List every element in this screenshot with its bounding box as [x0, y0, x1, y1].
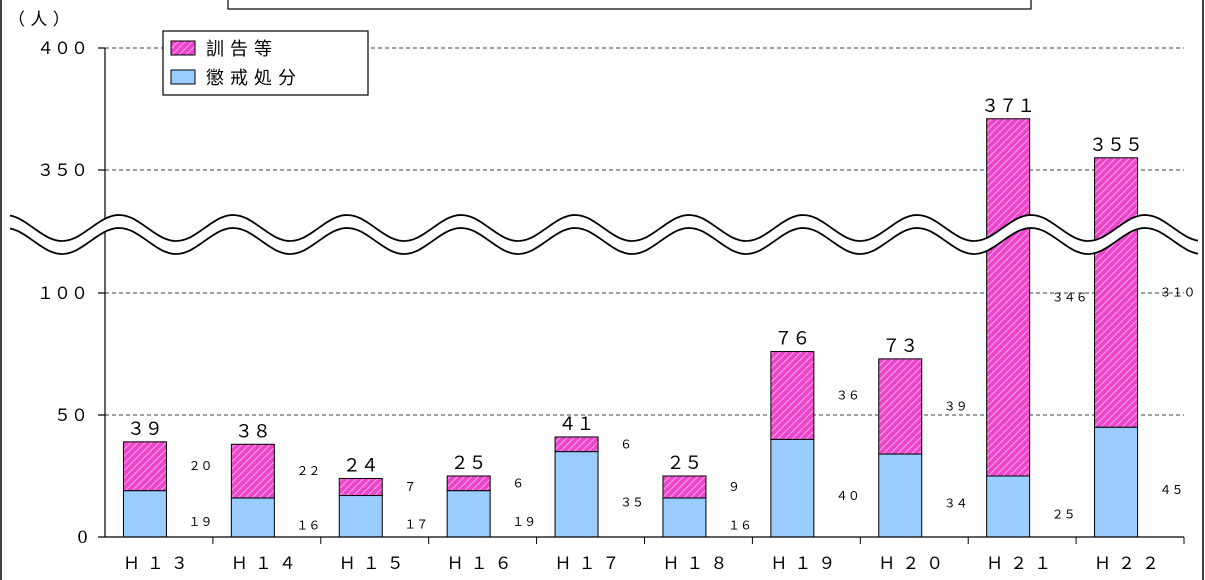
x-tick-label: Ｈ１８ — [662, 554, 734, 574]
upper-segment-label: ３４６ — [1052, 290, 1088, 304]
bar-total-label: ３７１ — [981, 96, 1035, 117]
bar-total-label: ２５ — [666, 453, 702, 474]
upper-segment-label: ３６ — [836, 388, 860, 402]
bar-segment-choukai — [1094, 426, 1139, 538]
bar-segment-kunkoku — [446, 475, 491, 492]
legend-label-choukai: 懲戒処分 — [206, 68, 302, 89]
axis-break-line-top — [9, 214, 1199, 242]
x-tick-label: Ｈ１４ — [231, 554, 303, 574]
bar-segment-choukai — [122, 490, 167, 538]
bar-segment-choukai — [554, 451, 599, 538]
legend: 訓告等 懲戒処分 — [162, 30, 369, 96]
bar-segment-choukai — [338, 495, 383, 538]
bar-segment-choukai — [878, 453, 923, 538]
upper-segment-label: ３１０ — [1160, 286, 1196, 300]
x-tick-label: Ｈ２２ — [1094, 554, 1166, 574]
bar-segment-choukai — [986, 475, 1031, 538]
axis-break-line-bottom — [9, 227, 1199, 255]
bar-segment-kunkoku — [878, 358, 923, 455]
lower-segment-label: １９ — [188, 515, 212, 529]
lower-segment-label: ２５ — [1052, 508, 1076, 522]
lower-segment-label: ４５ — [1160, 483, 1184, 497]
bar-segment-kunkoku — [338, 477, 383, 497]
upper-segment-label: ６ — [512, 476, 524, 490]
lower-segment-label: １９ — [512, 515, 536, 529]
lower-segment-label: ３５ — [620, 495, 644, 509]
y-unit-label: （ 人 ） — [8, 10, 70, 30]
bar-segment-choukai — [230, 497, 275, 538]
bar-total-label: ４１ — [559, 414, 595, 435]
upper-segment-label: ２０ — [188, 459, 212, 473]
bar-segment-kunkoku — [230, 443, 275, 499]
upper-segment-label: ３９ — [944, 399, 968, 413]
bar-segment-kunkoku — [986, 118, 1031, 477]
x-tick-label: Ｈ１６ — [447, 554, 519, 574]
upper-segment-label: ６ — [620, 437, 632, 451]
x-axis-ticks: Ｈ１３ Ｈ１４ Ｈ１５ Ｈ１６ Ｈ１７ Ｈ１８ Ｈ１９ Ｈ２０ Ｈ２１ Ｈ２２ — [123, 537, 1185, 574]
bar-total-label: ７６ — [774, 329, 810, 350]
bar-segment-kunkoku — [1094, 157, 1139, 428]
x-tick-label: Ｈ１５ — [339, 554, 411, 574]
y-tick-label: ３５０ — [37, 161, 88, 181]
bar-segment-kunkoku — [554, 436, 599, 453]
bar-total-label: ７３ — [882, 336, 918, 357]
lower-segment-label: １６ — [728, 518, 752, 532]
y-tick-label: ５０ — [54, 406, 88, 426]
upper-segment-label: ９ — [728, 480, 740, 494]
bar-labels: ３９ ２０ １９ ３８ ２２ １６ ２４ ７ １７ ２５ ６ １９ ４１ ６ ３５ ２５ ９ １６ ７６ ３６ ４０ ７３… — [127, 96, 1196, 533]
upper-segment-label: ２２ — [296, 464, 320, 478]
x-tick-label: Ｈ１３ — [123, 554, 195, 574]
bar-segment-choukai — [770, 438, 815, 538]
bar-total-label: ３９ — [127, 419, 163, 440]
bar-total-label: ２４ — [343, 455, 379, 476]
x-tick-label: Ｈ１９ — [770, 554, 842, 574]
x-tick-label: Ｈ２０ — [878, 554, 950, 574]
lower-segment-label: １６ — [296, 518, 320, 532]
top-frame-box — [227, 0, 1032, 10]
bar-segment-choukai — [446, 490, 491, 538]
bar-total-label: ３５５ — [1089, 135, 1143, 156]
legend-label-kunkoku: 訓告等 — [206, 39, 278, 60]
y-tick-label: 0 — [77, 528, 88, 548]
bar-segment-kunkoku — [122, 441, 167, 492]
axis-break-band — [10, 215, 1198, 254]
legend-swatch-choukai — [170, 69, 196, 85]
y-tick-label: ４００ — [37, 39, 88, 59]
bars — [122, 118, 1139, 538]
lower-segment-label: １７ — [404, 517, 428, 531]
y-axis-ticks: 0 ５０ １００ ３５０ ４００ — [37, 39, 105, 548]
bar-total-label: ２５ — [451, 453, 487, 474]
bar-segment-choukai — [662, 497, 707, 538]
x-tick-label: Ｈ１７ — [555, 554, 627, 574]
x-tick-label: Ｈ２１ — [986, 554, 1058, 574]
axis-break-wave — [9, 214, 1199, 255]
lower-segment-label: ４０ — [836, 489, 860, 503]
bar-total-label: ３８ — [235, 421, 271, 442]
bar-segment-kunkoku — [770, 351, 815, 440]
legend-swatch-kunkoku — [170, 40, 196, 56]
lower-segment-label: ３４ — [944, 497, 968, 511]
upper-segment-label: ７ — [404, 480, 416, 494]
bar-segment-kunkoku — [662, 475, 707, 499]
legend-box — [162, 30, 369, 96]
y-tick-label: １００ — [37, 284, 88, 304]
